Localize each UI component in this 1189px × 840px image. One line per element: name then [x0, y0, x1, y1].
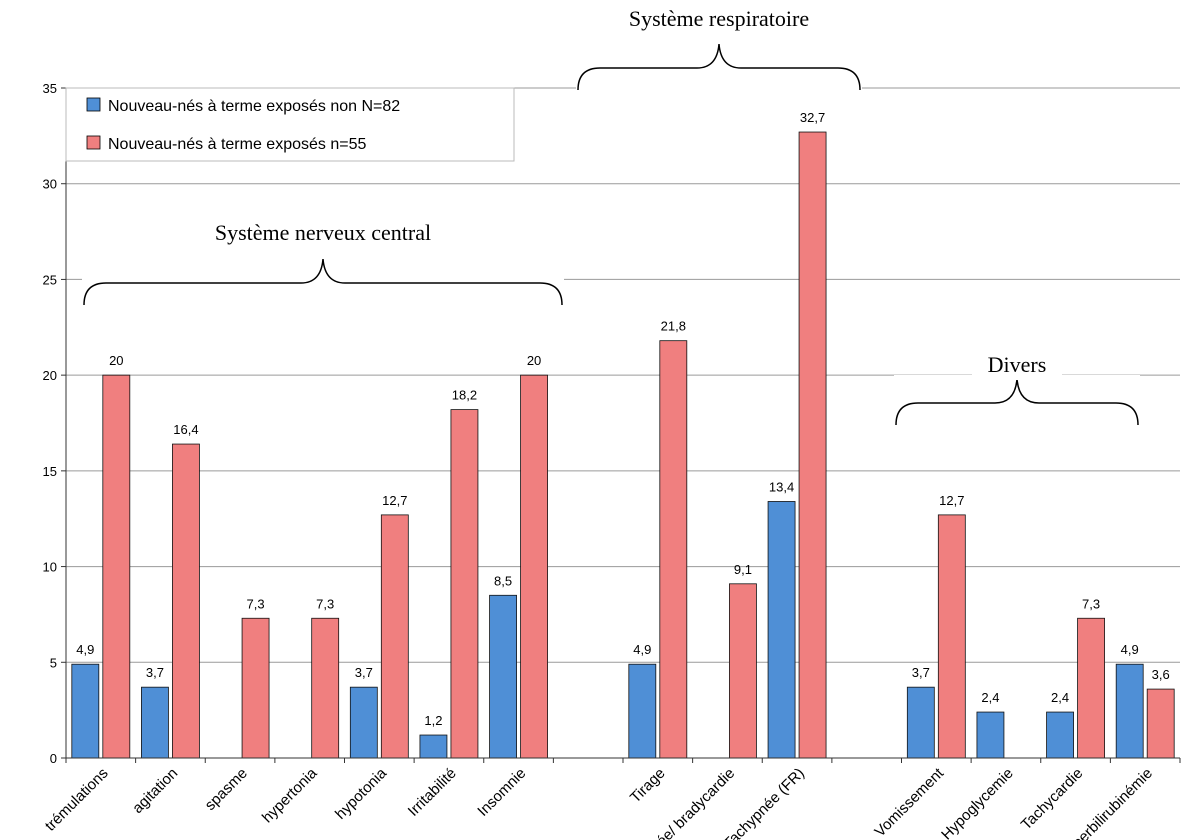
bar-series-1 [767, 501, 796, 759]
group-title: Système respiratoire [629, 6, 809, 31]
bar-series-1 [141, 686, 169, 759]
bar-series-2 [798, 131, 827, 759]
data-label: 12,7 [939, 493, 964, 508]
data-label: 3,7 [146, 665, 164, 680]
group-title: Divers [988, 352, 1047, 377]
legend-label-series-1: Nouveau-nés à terme exposés non N=82 [108, 98, 400, 115]
bar-series-1 [1115, 663, 1144, 759]
group-annotations: Système nerveux central Système respirato… [82, 4, 1140, 427]
bar-series-1 [628, 663, 657, 759]
bar-series-1 [71, 663, 100, 759]
x-category-label: hypotonia [332, 764, 390, 822]
y-tick-label: 20 [43, 368, 57, 383]
x-category-label: spasme [202, 765, 251, 814]
bar-series-1 [976, 711, 1005, 759]
group-title-background [972, 350, 1062, 380]
bar-series-2 [380, 514, 409, 759]
group-title-background [184, 218, 462, 248]
data-label: 4,9 [1121, 642, 1139, 657]
bar-series-2 [102, 374, 131, 759]
data-label: 4,9 [633, 642, 651, 657]
group-title: Système nerveux central [215, 220, 431, 245]
x-category-label: agitation [129, 765, 181, 817]
bars [71, 131, 1175, 759]
bar-series-2 [1146, 688, 1175, 759]
legend-label-series-2: Nouveau-nés à terme exposés n=55 [108, 136, 366, 153]
data-labels: 4,9 20 3,7 16,4 7,3 7,3 3,7 12,7 1,2 18,2 8,5 20 4,9… [76, 110, 1169, 728]
data-label: 3,7 [355, 665, 373, 680]
y-tick-label: 15 [43, 464, 57, 479]
bar-series-2 [311, 617, 340, 759]
legend-swatch-series-2 [86, 135, 101, 150]
data-label: 7,3 [1082, 596, 1100, 611]
data-label: 4,9 [76, 642, 94, 657]
bar-series-2 [659, 340, 688, 759]
bar-series-1 [1046, 711, 1074, 759]
x-category-label: Tirage [627, 765, 669, 807]
x-axis: trémulations agitation spasme hypertonia hyp… [42, 757, 1181, 840]
bar-series-2 [729, 583, 757, 759]
data-label: 16,4 [173, 422, 198, 437]
group-title-background [597, 4, 841, 34]
legend-box [65, 87, 515, 162]
data-label: 1,2 [424, 713, 442, 728]
y-tick-label: 35 [43, 81, 57, 96]
bar-series-1 [419, 734, 448, 759]
data-label: 3,7 [912, 665, 930, 680]
x-category-label: trémulations [42, 765, 112, 835]
data-label: 21,8 [661, 319, 686, 334]
data-label: 3,6 [1152, 667, 1170, 682]
data-label: 2,4 [1051, 690, 1069, 705]
bar-series-2 [241, 617, 270, 759]
legend-swatch-series-1 [86, 97, 101, 112]
y-tick-label: 10 [43, 560, 57, 575]
x-category-label: Hypoglycemie [938, 765, 1017, 840]
y-axis: 0 5 10 15 20 25 30 35 [43, 81, 67, 766]
bar-series-1 [349, 686, 378, 759]
bar-series-1 [906, 686, 935, 759]
bar-series-2 [937, 514, 966, 759]
y-tick-label: 25 [43, 272, 57, 287]
bar-series-2 [172, 443, 200, 759]
x-category-label: hypertonia [259, 764, 321, 826]
legend: Nouveau-nés à terme exposés non N=82 Nou… [65, 87, 515, 162]
x-category-label: Vomissement [871, 764, 947, 840]
group-brace [83, 258, 563, 306]
data-label: 20 [109, 353, 123, 368]
x-category-label: Irritabilité [405, 765, 460, 820]
data-label: 7,3 [316, 596, 334, 611]
data-label: 13,4 [769, 479, 794, 494]
data-label: 18,2 [452, 388, 477, 403]
data-label: 9,1 [734, 562, 752, 577]
data-label: 7,3 [247, 596, 265, 611]
data-label: 12,7 [382, 493, 407, 508]
y-tick-label: 30 [43, 177, 57, 192]
group-brace [577, 43, 861, 91]
data-label: 2,4 [981, 690, 999, 705]
y-tick-label: 5 [50, 655, 57, 670]
bar-series-2 [1077, 617, 1105, 759]
bar-series-1 [489, 594, 517, 759]
data-label: 20 [527, 353, 541, 368]
data-label: 32,7 [800, 110, 825, 125]
data-label: 8,5 [494, 573, 512, 588]
x-category-label: Tachycardie [1018, 765, 1087, 834]
x-category-label: Insomnie [474, 765, 529, 820]
y-tick-label: 0 [50, 751, 57, 766]
bar-series-2 [520, 374, 548, 759]
bar-series-2 [450, 409, 479, 759]
